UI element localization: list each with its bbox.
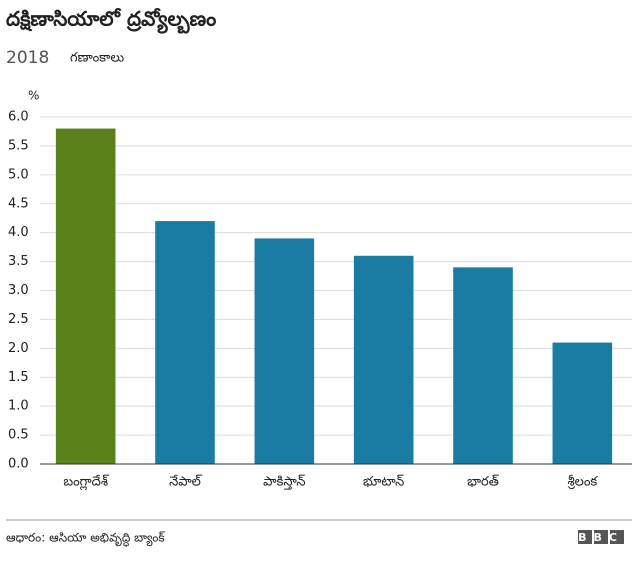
chart-subtitle: 2018 xyxy=(6,48,49,68)
bar xyxy=(353,255,414,464)
x-tick-label: భూటాన్ xyxy=(363,475,404,490)
y-tick-label: 5.0 xyxy=(8,167,29,182)
y-tick-label: 3.5 xyxy=(8,254,29,269)
y-tick-label: 6.0 xyxy=(8,110,29,125)
y-axis-label: % xyxy=(28,89,39,103)
y-tick-label: 4.5 xyxy=(8,196,29,211)
y-tick-label: 1.0 xyxy=(8,399,29,414)
bar xyxy=(453,267,513,464)
y-tick-label: 1.5 xyxy=(8,370,29,385)
y-tick-label: 3.0 xyxy=(8,283,29,298)
logo: BBC xyxy=(578,530,624,544)
source: ఆధారం: ఆసియా అభివృద్ధి బ్యాంక్ xyxy=(6,531,165,548)
y-tick-label: 2.0 xyxy=(8,341,29,356)
chart-title: దక్షిణాసియాలో ద్రవ్యోల్బణం xyxy=(6,7,216,35)
y-tick-label: 0.0 xyxy=(8,457,29,472)
bar xyxy=(155,221,215,464)
bar xyxy=(55,128,116,465)
x-tick-label: పాకిస్తాన్ xyxy=(263,475,305,491)
x-tick-label: శ్రీలంక xyxy=(567,475,598,490)
x-tick-label: నేపాల్ xyxy=(169,475,203,490)
x-tick-label: బంగ్లాదేశ్ xyxy=(63,475,109,491)
bar xyxy=(254,238,315,464)
y-tick-label: 4.0 xyxy=(8,225,29,240)
bar xyxy=(552,342,613,464)
x-tick-label: భారత్ xyxy=(467,475,500,490)
logo-text: BBC xyxy=(578,531,624,544)
y-tick-label: 0.5 xyxy=(8,428,29,443)
y-tick-label: 2.5 xyxy=(8,312,29,327)
subtitle-note: గణాంకాలు xyxy=(70,51,125,66)
y-tick-label: 5.5 xyxy=(8,138,29,153)
